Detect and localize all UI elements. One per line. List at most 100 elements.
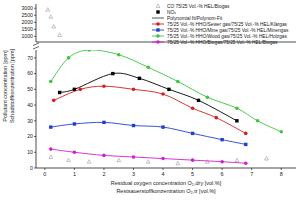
x-tick [74, 168, 75, 170]
data-point [161, 157, 165, 161]
data-point [138, 77, 141, 80]
legend-label: 75/25 Vol.-% HHO/Sewer gas/75/25 Vol.-% … [167, 22, 288, 27]
data-point [46, 8, 50, 12]
x-axis-title: Residual oxygen concentration O₂,dry [vo… [111, 180, 222, 186]
data-point [191, 132, 194, 135]
data-point [206, 95, 210, 99]
legend-swatch [156, 4, 160, 8]
data-point [49, 147, 53, 151]
data-point [87, 50, 91, 52]
data-point [132, 88, 136, 92]
data-point [235, 158, 239, 162]
data-point [191, 158, 195, 162]
x-tick [133, 168, 134, 170]
y-tick [34, 136, 36, 137]
data-point [235, 106, 239, 110]
y-tick [34, 57, 36, 58]
legend: CO 75/25 Vol.-% HEL/BiogasNOₓPolynomial … [152, 4, 289, 45]
y-tick [34, 168, 36, 169]
data-point [235, 119, 238, 122]
data-point [49, 15, 53, 18]
data-point [244, 132, 248, 136]
data-point [256, 119, 260, 123]
data-point [132, 155, 136, 159]
data-point [79, 88, 83, 92]
data-point [87, 160, 91, 164]
y-tick-label: 3000 [21, 5, 33, 11]
data-point [176, 161, 180, 165]
data-point [111, 72, 114, 75]
plot-area [49, 50, 283, 165]
y-tick [34, 15, 36, 16]
data-point [161, 92, 165, 96]
data-point [205, 160, 209, 164]
x-tick [192, 168, 193, 170]
legend-label: NOₓ [167, 10, 176, 15]
data-point [244, 143, 247, 146]
data-point [167, 88, 170, 91]
x-tick [163, 168, 164, 170]
x-tick [251, 168, 252, 170]
x-axis-title: Restsauerstoffkonzentration O₂,tr [vol.%… [116, 188, 216, 194]
data-point [67, 158, 71, 162]
legend-swatch [152, 18, 164, 19]
y-tick [34, 152, 36, 153]
x-tick [103, 168, 104, 170]
fit-line [51, 50, 281, 132]
y-tick [34, 73, 36, 74]
plot-area [46, 8, 62, 37]
legend-label: 75/25 Vol.-% HHO/Mine gas/75/25 Vol.-% H… [167, 28, 289, 33]
y-tick-label: 2000 [21, 19, 33, 25]
data-point [265, 157, 269, 161]
x-tick-label: 2 [102, 171, 105, 177]
data-point [161, 125, 164, 128]
y-tick [34, 89, 36, 90]
data-point [146, 160, 150, 164]
x-axis [36, 168, 296, 169]
y-axis [36, 50, 37, 168]
x-tick [44, 168, 45, 170]
data-point [279, 130, 283, 134]
data-point [176, 80, 180, 84]
legend-swatch [156, 10, 159, 13]
fit-line [51, 122, 246, 144]
y-tick [34, 8, 36, 9]
data-point [117, 158, 121, 162]
legend-label: 75/25 Vol.-% HHO/Wood gas/75/25 Vol.-% H… [167, 34, 287, 39]
data-point [67, 56, 71, 60]
data-point [49, 80, 53, 84]
y-axis-title: Schadstoffkonzentration [ppm] [9, 48, 15, 123]
y-tick-label: 50 [27, 86, 33, 92]
legend-swatch [156, 34, 160, 38]
y-tick [34, 22, 36, 23]
x-tick-label: 0 [43, 171, 46, 177]
fit-line [51, 149, 246, 163]
data-point [197, 99, 200, 102]
x-tick-label: 3 [132, 171, 135, 177]
data-point [73, 122, 76, 125]
data-point [102, 84, 106, 88]
x-tick-label: 5 [191, 171, 194, 177]
legend-swatch [156, 40, 160, 44]
y-tick [34, 120, 36, 121]
legend-swatch [156, 22, 160, 26]
y-tick-label: 70 [27, 55, 33, 61]
x-tick [281, 168, 282, 170]
data-point [102, 121, 105, 124]
data-point [132, 124, 135, 127]
legend-label: 75/25 Vol.-% HHO/Biogas/75/25 Vol.-% HEL… [167, 40, 278, 45]
y-tick-label: 30 [27, 118, 33, 124]
legend-label: CO 75/25 Vol.-% HEL/Biogas [167, 4, 230, 9]
data-point [52, 99, 56, 103]
x-tick-label: 1 [73, 171, 76, 177]
x-tick-label: 7 [250, 171, 253, 177]
y-axis-title: Pollutant concentration [ppm] [2, 50, 8, 122]
data-point [220, 160, 224, 164]
axis-break [33, 43, 39, 46]
data-point [52, 25, 56, 29]
legend-label: Polynomial fit/Polynom-Fit [167, 16, 223, 21]
x-tick-label: 4 [162, 171, 165, 177]
axis-break [33, 47, 39, 50]
y-tick-label: 60 [27, 70, 33, 76]
legend-swatch [156, 28, 159, 31]
